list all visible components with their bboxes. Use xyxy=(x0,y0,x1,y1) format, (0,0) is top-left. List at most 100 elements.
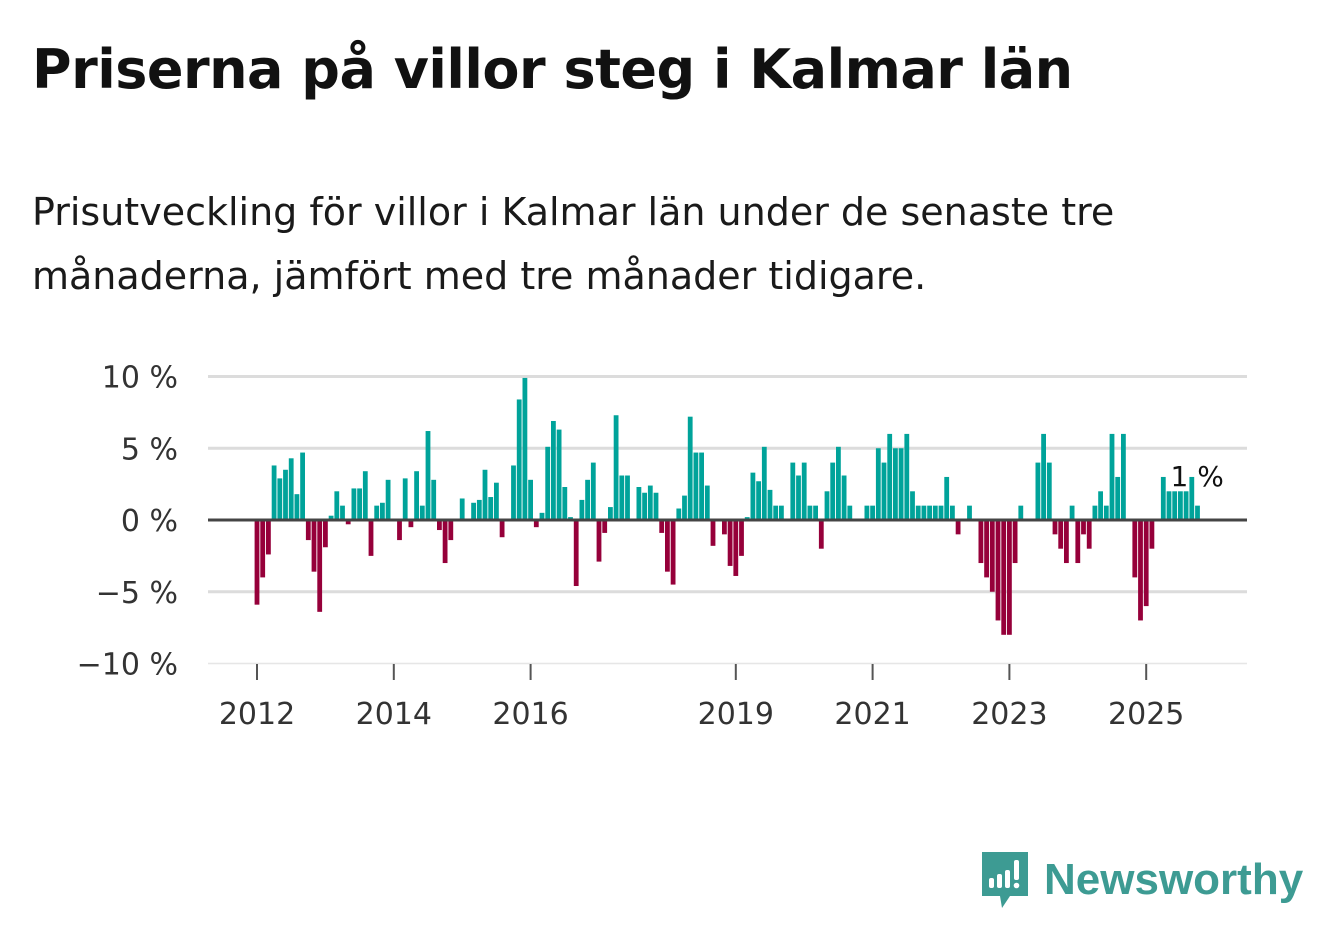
x-tick-label: 2014 xyxy=(356,697,432,732)
bar xyxy=(311,520,317,572)
bar xyxy=(978,520,984,564)
y-tick-label: −5 % xyxy=(96,576,178,611)
bar xyxy=(294,494,300,520)
bar xyxy=(608,507,613,520)
bar xyxy=(1018,505,1024,520)
bar xyxy=(511,465,516,520)
bar xyxy=(921,505,927,520)
bar xyxy=(271,465,277,520)
bar xyxy=(779,505,784,520)
bar xyxy=(898,448,904,520)
bar xyxy=(1098,491,1103,520)
bar xyxy=(1103,505,1109,520)
bar xyxy=(300,452,305,521)
bar xyxy=(841,475,847,520)
bar xyxy=(374,505,380,520)
bar xyxy=(596,520,602,562)
bar xyxy=(260,520,266,578)
bar xyxy=(619,475,625,520)
bar xyxy=(653,492,659,520)
bar xyxy=(545,446,551,520)
bar xyxy=(539,512,545,520)
bar xyxy=(579,499,585,520)
bar xyxy=(1138,520,1143,621)
y-tick-label: 0 % xyxy=(121,504,178,539)
bar xyxy=(636,487,642,520)
bar xyxy=(1172,491,1178,520)
bar xyxy=(989,520,995,592)
bar xyxy=(442,520,448,564)
bar xyxy=(1007,520,1012,635)
bar xyxy=(790,462,796,520)
x-tick-label: 2021 xyxy=(834,697,910,732)
bar xyxy=(807,505,813,520)
bar xyxy=(351,488,357,520)
bar xyxy=(682,495,687,520)
bar xyxy=(1132,520,1138,578)
bar xyxy=(870,505,875,520)
bar xyxy=(676,508,682,520)
bar xyxy=(887,433,893,520)
bar xyxy=(380,502,385,520)
bar xyxy=(1178,491,1183,520)
bar xyxy=(425,431,431,520)
bar xyxy=(362,471,368,520)
bar xyxy=(1052,520,1058,535)
bar xyxy=(585,479,590,520)
bar xyxy=(528,479,533,520)
bar xyxy=(317,520,323,612)
x-tick-label: 2019 xyxy=(698,697,774,732)
bar xyxy=(471,502,476,520)
bar xyxy=(659,520,665,533)
bar xyxy=(767,489,773,521)
bar xyxy=(938,505,944,520)
bar xyxy=(277,478,283,520)
bar xyxy=(927,505,932,520)
bar xyxy=(904,433,910,520)
bar xyxy=(533,520,539,528)
bar xyxy=(482,469,488,520)
bar xyxy=(305,520,311,541)
bar xyxy=(419,505,425,520)
bar xyxy=(915,505,921,520)
bar xyxy=(385,479,391,520)
bar xyxy=(813,505,818,520)
bar xyxy=(494,482,499,520)
bar xyxy=(750,472,756,520)
bar xyxy=(847,505,853,520)
bar xyxy=(459,498,465,520)
bar xyxy=(710,520,716,546)
bar xyxy=(950,505,955,520)
chart-subtitle: Prisutveckling för villor i Kalmar län u… xyxy=(32,190,1115,298)
bar xyxy=(699,452,704,521)
bar xyxy=(836,446,841,520)
bar xyxy=(1183,491,1189,520)
bar xyxy=(551,420,556,521)
bar xyxy=(967,505,972,520)
bar xyxy=(556,429,562,521)
bar xyxy=(573,520,579,587)
bar xyxy=(739,520,744,556)
bar xyxy=(328,515,334,520)
bar xyxy=(402,478,408,520)
bar xyxy=(1189,476,1195,520)
bar xyxy=(1109,433,1115,520)
bar xyxy=(1092,505,1098,520)
bar xyxy=(893,448,898,520)
bar xyxy=(625,475,630,520)
bar xyxy=(345,520,351,525)
bar xyxy=(1069,505,1075,520)
bar xyxy=(687,416,693,520)
bar xyxy=(647,485,653,520)
bar xyxy=(1121,433,1126,520)
x-axis-labels: 2012 2014 2016 2019 2021 2023 2025 xyxy=(219,664,1184,732)
bar xyxy=(727,520,733,566)
bar xyxy=(283,469,288,520)
bar xyxy=(1035,462,1041,520)
y-tick-label: 10 % xyxy=(102,361,178,396)
bar xyxy=(357,488,362,520)
bar xyxy=(437,520,442,531)
bar xyxy=(1166,491,1172,520)
bar xyxy=(1064,520,1069,564)
